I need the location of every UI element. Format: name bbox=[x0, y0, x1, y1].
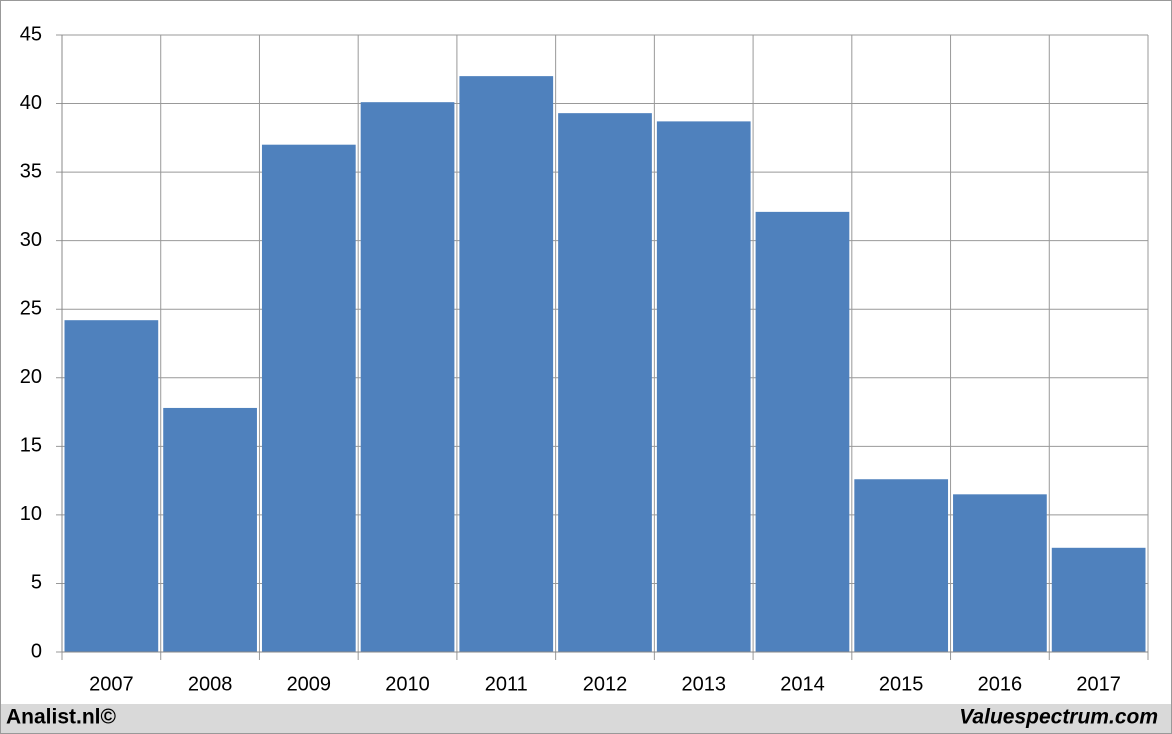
bar bbox=[656, 121, 751, 652]
x-tick-label: 2014 bbox=[780, 673, 825, 695]
y-tick-label: 10 bbox=[20, 503, 42, 525]
y-tick-label: 40 bbox=[20, 92, 42, 114]
x-tick-label: 2015 bbox=[879, 673, 924, 695]
x-tick-label: 2009 bbox=[287, 673, 332, 695]
y-tick-label: 35 bbox=[20, 160, 42, 182]
y-tick-label: 45 bbox=[20, 23, 42, 45]
bar bbox=[1051, 547, 1146, 652]
x-tick-label: 2013 bbox=[681, 673, 726, 695]
y-tick-label: 15 bbox=[20, 435, 42, 457]
bar bbox=[854, 479, 949, 652]
x-tick-label: 2007 bbox=[89, 673, 134, 695]
bar bbox=[953, 494, 1047, 652]
x-tick-label: 2012 bbox=[583, 673, 628, 695]
bar bbox=[163, 407, 257, 652]
footer-left: Analist.nl© bbox=[6, 706, 117, 729]
y-tick-label: 5 bbox=[31, 572, 42, 594]
x-tick-label: 2016 bbox=[978, 673, 1023, 695]
footer-right: Valuespectrum.com bbox=[959, 706, 1158, 729]
y-tick-label: 30 bbox=[20, 229, 42, 251]
x-tick-label: 2017 bbox=[1076, 673, 1121, 695]
bar bbox=[64, 320, 159, 652]
bar bbox=[459, 76, 554, 653]
footer-band bbox=[1, 704, 1171, 733]
y-tick-label: 0 bbox=[31, 640, 42, 662]
x-tick-label: 2011 bbox=[485, 673, 528, 695]
bar bbox=[261, 144, 356, 652]
bar bbox=[558, 113, 652, 653]
y-tick-label: 25 bbox=[20, 298, 42, 320]
bar bbox=[360, 102, 455, 652]
y-tick-label: 20 bbox=[20, 366, 42, 388]
x-tick-label: 2010 bbox=[385, 673, 430, 695]
bar bbox=[755, 211, 850, 652]
x-tick-label: 2008 bbox=[188, 673, 233, 695]
